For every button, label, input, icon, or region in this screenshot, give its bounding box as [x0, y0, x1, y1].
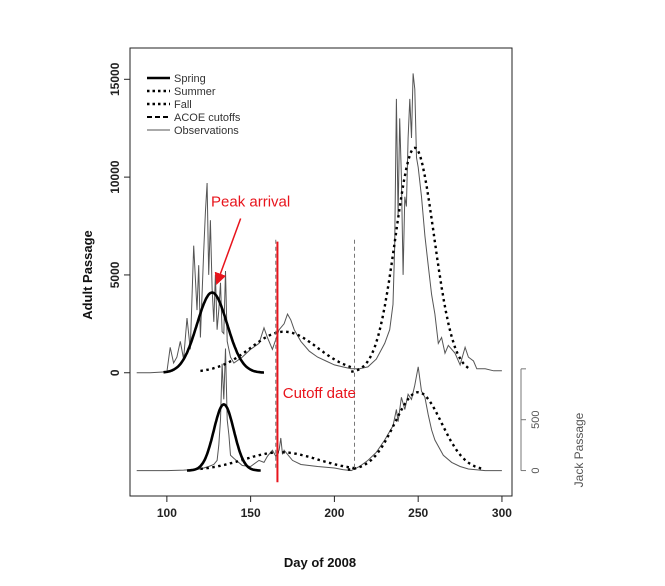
y2-tick-label-500: 500 [530, 411, 542, 429]
legend-label-1: Summer [174, 86, 216, 98]
x-tick-label-150: 150 [241, 506, 261, 520]
adult-fall-fit-curve [350, 146, 470, 373]
legend-label-3: ACOE cutoffs [174, 112, 241, 124]
jack-fall-fit-curve [347, 390, 483, 471]
legend-label-0: Spring [174, 73, 206, 85]
adult-summer-fit-curve [200, 330, 355, 373]
x-tick-label-300: 300 [492, 506, 512, 520]
plot-frame [129, 47, 513, 497]
x-tick-label-250: 250 [408, 506, 428, 520]
x-axis-title: Day of 2008 [284, 555, 356, 570]
x-tick-label-200: 200 [324, 506, 344, 520]
jack-observations-line [136, 348, 502, 472]
legend-label-2: Fall [174, 99, 192, 111]
annotation-1: Cutoff date [283, 385, 356, 402]
x-tick-label-100: 100 [157, 506, 177, 520]
y-tick-label-0: 0 [108, 369, 122, 376]
adult-observations-line [136, 73, 502, 374]
annotation-0: Peak arrival [211, 193, 290, 210]
y-axis-title: Adult Passage [80, 230, 95, 320]
y-tick-label-15000: 15000 [108, 62, 122, 96]
legend-label-4: Observations [174, 125, 239, 137]
peak-arrival-arrow [214, 218, 242, 286]
jack-spring-fit-curve [187, 403, 261, 472]
y2-tick-label-0: 0 [530, 468, 542, 474]
y2-axis-title: Jack Passage [572, 412, 586, 487]
y-tick-label-5000: 5000 [108, 261, 122, 288]
adult-spring-fit-curve [163, 291, 264, 374]
y-tick-label-10000: 10000 [108, 160, 122, 194]
